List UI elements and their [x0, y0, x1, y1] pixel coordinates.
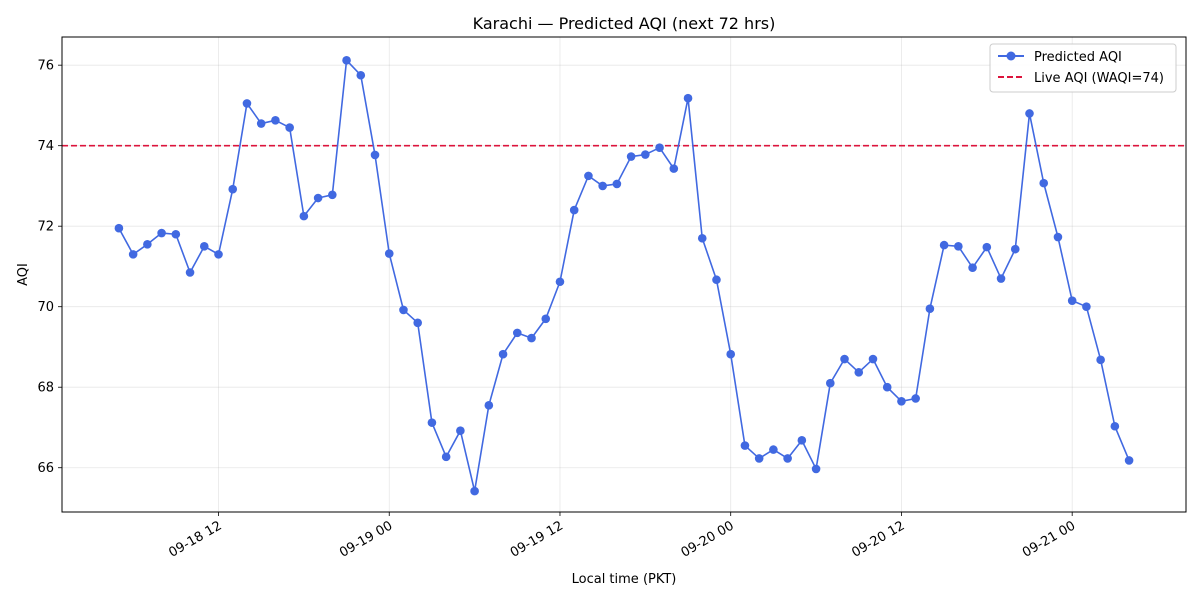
predicted-aqi-point	[157, 228, 166, 238]
predicted-aqi-point	[541, 314, 551, 324]
predicted-aqi-point	[769, 445, 778, 454]
predicted-aqi-point	[1053, 232, 1063, 242]
predicted-aqi-point	[555, 277, 565, 287]
predicted-aqi-point	[427, 418, 437, 427]
predicted-aqi-point	[527, 333, 536, 343]
predicted-aqi-point	[1010, 244, 1020, 254]
predicted-aqi-point	[868, 354, 878, 364]
predicted-aqi-point	[370, 150, 380, 160]
predicted-aqi-point	[726, 349, 736, 359]
predicted-aqi-point	[1124, 456, 1134, 465]
y-tick-label: 76	[37, 59, 54, 74]
predicted-aqi-point	[313, 193, 323, 203]
predicted-aqi-point	[641, 150, 650, 159]
predicted-aqi-point	[328, 190, 337, 200]
predicted-aqi-point	[512, 328, 522, 338]
predicted-aqi-point	[897, 397, 906, 406]
grid	[62, 37, 1186, 512]
predicted-aqi-point	[256, 119, 266, 128]
y-axis-ticks: 66 68 70 72 74 76	[37, 59, 62, 476]
y-tick-label: 72	[37, 220, 54, 235]
predicted-aqi-point	[811, 464, 821, 474]
predicted-aqi-point	[882, 382, 892, 392]
predicted-aqi-point	[1096, 355, 1105, 365]
predicted-aqi-point	[1082, 302, 1091, 312]
legend-box	[989, 43, 1177, 93]
predicted-aqi-point	[128, 250, 138, 259]
predicted-aqi-point	[1025, 109, 1034, 118]
predicted-aqi-point	[1039, 178, 1049, 188]
predicted-aqi-point	[285, 123, 294, 132]
legend: Predicted AQI Live AQI (WAQI=74)	[989, 43, 1177, 93]
predicted-aqi-point	[271, 116, 280, 125]
y-axis-label: AQI	[16, 263, 31, 286]
predicted-aqi-point	[456, 426, 465, 435]
predicted-aqi-point	[655, 143, 664, 152]
predicted-aqi-point	[228, 184, 238, 194]
predicted-aqi-point	[982, 242, 992, 252]
predicted-aqi-point	[143, 240, 152, 249]
predicted-aqi-point	[697, 233, 707, 243]
legend-label-live: Live AQI (WAQI=74)	[1034, 71, 1164, 86]
predicted-aqi-point	[854, 368, 864, 377]
predicted-aqi-point	[911, 394, 920, 403]
predicted-aqi-point	[171, 229, 181, 239]
predicted-aqi-point	[1067, 296, 1077, 305]
predicted-aqi-point	[598, 181, 607, 191]
predicted-aqi-point	[683, 93, 693, 103]
predicted-aqi-point	[413, 318, 423, 328]
series-layer	[114, 56, 1134, 496]
predicted-aqi-point	[399, 305, 408, 315]
predicted-aqi-point	[185, 268, 195, 277]
predicted-aqi-point	[712, 275, 721, 285]
predicted-aqi-point	[214, 250, 223, 259]
predicted-aqi-point	[968, 263, 977, 272]
y-tick-label: 66	[37, 461, 54, 476]
y-tick-label: 70	[37, 300, 54, 315]
predicted-aqi-point	[569, 205, 579, 215]
predicted-aqi-point	[242, 99, 252, 108]
predicted-aqi-point	[342, 56, 351, 65]
y-tick-label: 74	[37, 139, 54, 154]
predicted-aqi-point	[470, 486, 479, 496]
x-axis-label: Local time (PKT)	[572, 572, 677, 587]
predicted-aqi-point	[1110, 421, 1120, 431]
predicted-aqi-point	[299, 211, 309, 221]
predicted-aqi-point	[840, 354, 849, 364]
predicted-aqi-point	[797, 436, 807, 445]
predicted-aqi-point	[996, 274, 1006, 283]
y-tick-label: 68	[37, 381, 54, 396]
predicted-aqi-point	[669, 164, 679, 173]
legend-series-marker	[1006, 51, 1016, 61]
chart-title: Karachi — Predicted AQI (next 72 hrs)	[473, 14, 776, 33]
predicted-aqi-point	[484, 401, 494, 410]
predicted-aqi-point	[939, 240, 949, 250]
predicted-aqi-point	[114, 223, 124, 233]
predicted-aqi-point	[199, 242, 209, 251]
predicted-aqi-point	[954, 242, 963, 251]
predicted-aqi-point	[754, 454, 764, 463]
predicted-aqi-point	[384, 249, 394, 258]
predicted-aqi-point	[441, 452, 451, 462]
predicted-aqi-point	[740, 441, 750, 450]
plot-frame	[61, 36, 1187, 513]
predicted-aqi-point	[626, 152, 636, 161]
predicted-aqi-point	[584, 171, 593, 181]
legend-label-predicted: Predicted AQI	[1034, 50, 1122, 65]
predicted-aqi-point	[783, 454, 792, 463]
predicted-aqi-point	[356, 70, 366, 80]
predicted-aqi-point	[498, 349, 508, 359]
predicted-aqi-point	[612, 179, 622, 189]
predicted-aqi-point	[826, 378, 835, 388]
predicted-aqi-point	[925, 304, 935, 314]
